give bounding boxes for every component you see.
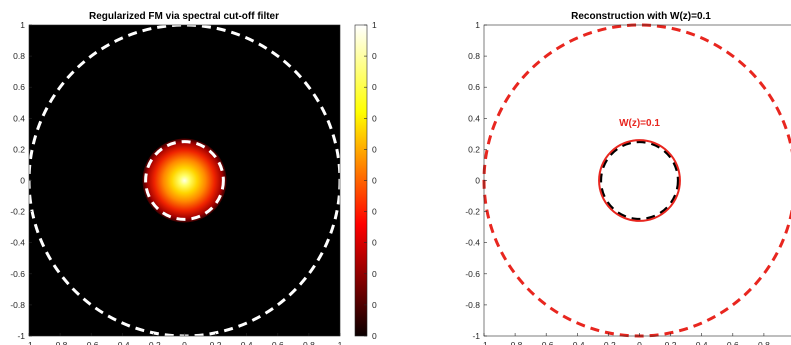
y-tick-label: -1 <box>17 331 25 341</box>
colorbar-tick-label: 0 <box>372 51 377 61</box>
x-tick-label: -0.2 <box>601 340 616 345</box>
colorbar-ticks: 0 0 0 0 0 0 0 0 0 0 1 <box>364 20 377 341</box>
right-panel-title: Reconstruction with W(z)=0.1 <box>571 11 711 22</box>
y-tick-label: -0.4 <box>10 238 25 248</box>
colorbar-tick-label: 0 <box>372 300 377 310</box>
y-tick-label: -0.4 <box>465 238 480 248</box>
x-tick-label: 0.4 <box>241 340 253 345</box>
x-tick-label: 1 <box>338 340 343 345</box>
right-y-ticks: -1 -0.8 -0.6 -0.4 -0.2 0 0.2 0.4 0.6 0.8 1 <box>465 20 487 341</box>
y-tick-label: 1 <box>475 20 480 30</box>
y-tick-label: 0 <box>20 176 25 186</box>
y-tick-label: 0.8 <box>468 51 480 61</box>
colorbar-tick-label: 0 <box>372 113 377 123</box>
y-tick-label: -0.2 <box>10 207 25 217</box>
y-tick-label: 0.2 <box>13 144 25 154</box>
x-tick-label: 0.6 <box>727 340 739 345</box>
y-tick-label: 0.6 <box>13 82 25 92</box>
y-tick-label: 1 <box>20 20 25 30</box>
colorbar-tick-label: 0 <box>372 144 377 154</box>
colorbar: 0 0 0 0 0 0 0 0 0 0 1 <box>354 20 377 341</box>
y-tick-label: -1 <box>472 331 480 341</box>
curve-circle-2 <box>144 140 225 221</box>
y-tick-label: 0.6 <box>468 82 480 92</box>
left-x-ticks: -1 -0.8 -0.6 -0.4 -0.2 0 0.2 0.4 0.6 0.8 1 <box>25 333 343 345</box>
colorbar-tick-label: 0 <box>372 331 377 341</box>
colorbar-tick-label: 1 <box>372 20 377 30</box>
x-tick-label: 0 <box>182 340 187 345</box>
colorbar-tick-label: 0 <box>372 176 377 186</box>
curve-circle-3 <box>598 139 681 222</box>
x-tick-label: -1 <box>480 340 488 345</box>
y-tick-label: 0.4 <box>468 113 480 123</box>
right-x-ticks: -1-0.8-0.6-0.4-0.200.20.40.60.81 <box>480 333 770 345</box>
x-tick-label: -0.8 <box>53 340 68 345</box>
y-tick-label: -0.2 <box>465 207 480 217</box>
y-tick-label: 0 <box>475 176 480 186</box>
x-tick-label: 0.8 <box>303 340 315 345</box>
right-panel: Reconstruction with W(z)=0.1 W(z)=0.1 -1… <box>465 11 791 345</box>
x-tick-label: -0.8 <box>508 340 523 345</box>
y-tick-label: -0.6 <box>10 269 25 279</box>
colorbar-tick-label: 0 <box>372 238 377 248</box>
x-tick-label: 0.2 <box>210 340 222 345</box>
right-plot-area <box>484 25 791 336</box>
curve-circle-2 <box>599 140 680 221</box>
y-tick-label: -0.6 <box>465 269 480 279</box>
x-tick-label: 0 <box>637 340 642 345</box>
x-tick-label: -0.6 <box>539 340 554 345</box>
colorbar-tick-label: 0 <box>372 82 377 92</box>
x-tick-label: -0.4 <box>115 340 130 345</box>
x-tick-label: -0.4 <box>570 340 585 345</box>
y-tick-label: 0.4 <box>13 113 25 123</box>
colorbar-tick-label: 0 <box>372 269 377 279</box>
y-tick-label: -0.8 <box>465 300 480 310</box>
y-tick-label: 0.8 <box>13 51 25 61</box>
heatmap-blob-layer <box>142 138 227 223</box>
x-tick-label: 0.8 <box>758 340 770 345</box>
left-y-ticks: -1 -0.8 -0.6 -0.4 -0.2 0 0.2 0.4 0.6 0.8 1 <box>10 20 32 341</box>
heatmap-blob <box>142 138 227 223</box>
x-tick-label: 0.2 <box>665 340 677 345</box>
left-panel: Regularized FM via spectral cut-off filt… <box>10 11 342 345</box>
x-tick-label: -1 <box>25 340 33 345</box>
x-tick-label: 0.6 <box>272 340 284 345</box>
y-tick-label: 0.2 <box>468 144 480 154</box>
curve-annotation: W(z)=0.1 <box>619 118 660 129</box>
colorbar-tick-label: 0 <box>372 207 377 217</box>
x-tick-label: 0.4 <box>696 340 708 345</box>
x-tick-label: -0.6 <box>84 340 99 345</box>
colorbar-gradient <box>355 25 367 336</box>
x-tick-label: -0.2 <box>146 340 161 345</box>
y-tick-label: -0.8 <box>10 300 25 310</box>
left-panel-title: Regularized FM via spectral cut-off filt… <box>89 11 279 22</box>
